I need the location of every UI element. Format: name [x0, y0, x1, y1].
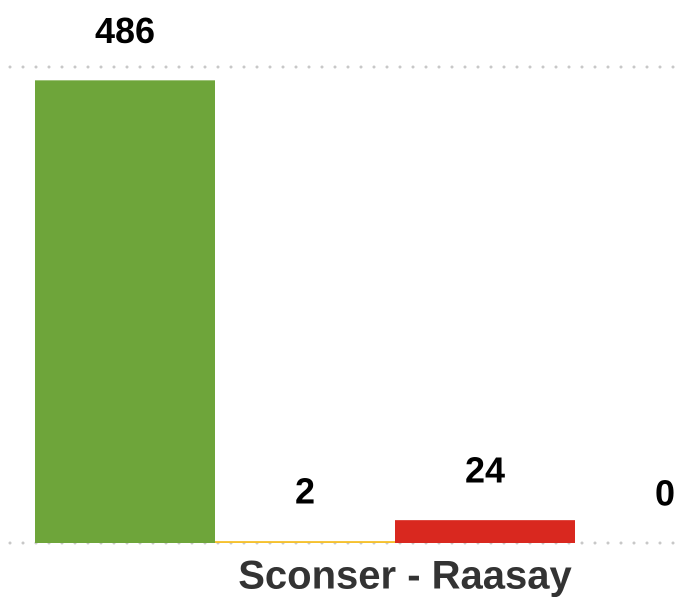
value-label: 0	[655, 473, 675, 514]
category-label: Sconser - Raasay	[238, 554, 572, 598]
value-label: 486	[95, 10, 155, 51]
bar	[395, 520, 575, 543]
bar	[215, 541, 395, 543]
value-label: 2	[295, 471, 315, 512]
value-label: 24	[465, 450, 505, 491]
bar	[35, 80, 215, 543]
